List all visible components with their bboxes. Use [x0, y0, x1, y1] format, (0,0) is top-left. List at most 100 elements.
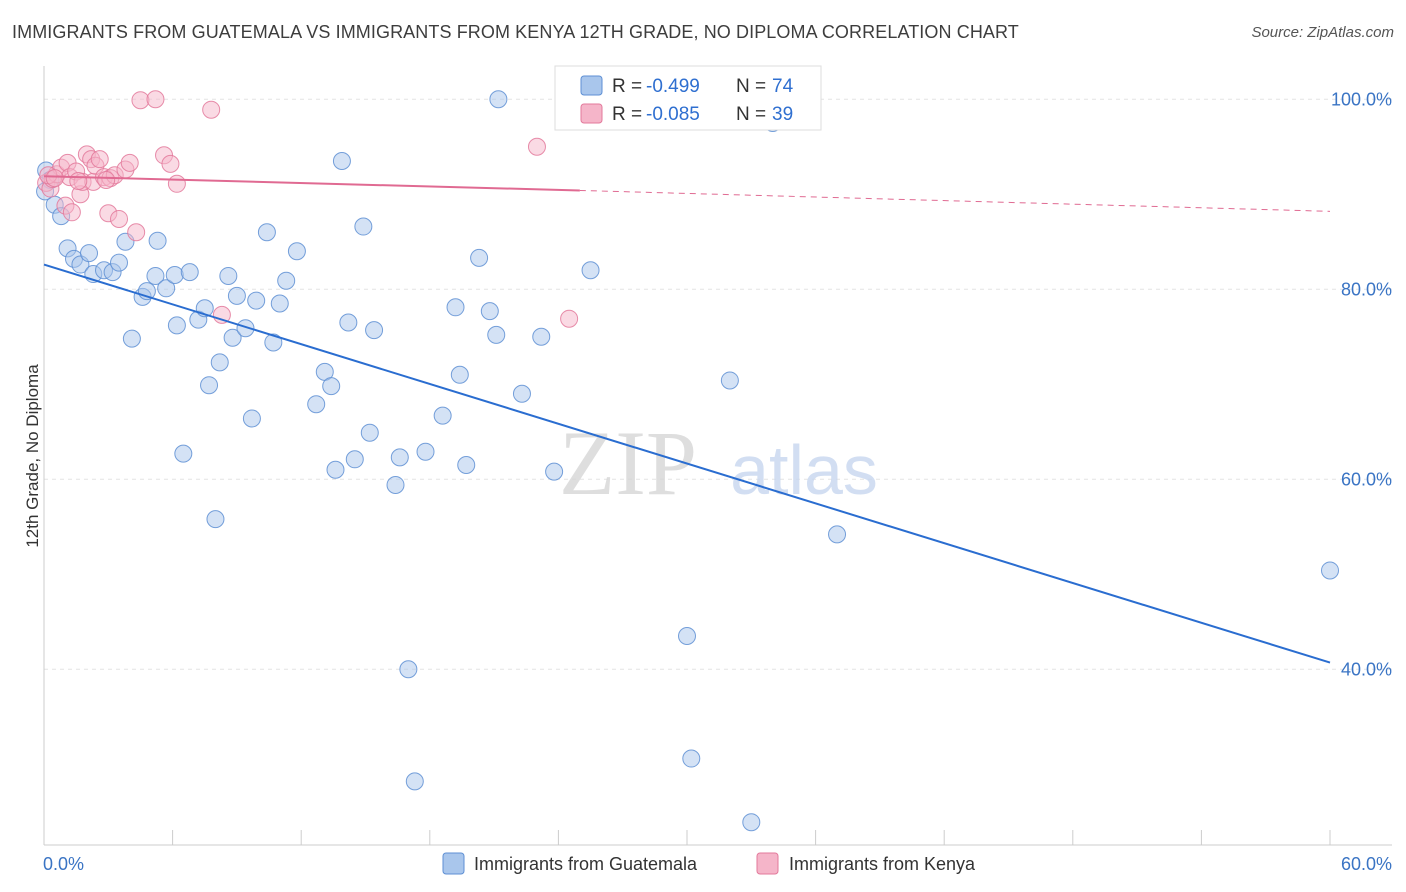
point-guatemala-56: [450, 365, 469, 384]
point-guatemala-27: [210, 353, 229, 372]
point-kenya-23: [120, 153, 139, 172]
point-guatemala-21: [174, 444, 193, 463]
point-guatemala-60: [487, 325, 506, 344]
point-guatemala-61: [489, 90, 508, 109]
legend-n-value-guatemala: 74: [772, 76, 794, 97]
point-kenya-36: [45, 169, 64, 188]
point-kenya-25: [131, 91, 150, 110]
point-guatemala-16: [146, 266, 165, 285]
point-guatemala-20: [167, 316, 186, 335]
point-guatemala-19: [165, 266, 184, 284]
point-guatemala-62: [512, 384, 531, 403]
point-guatemala-67: [682, 749, 701, 768]
point-guatemala-7: [80, 244, 99, 263]
point-guatemala-59: [480, 302, 499, 321]
point-guatemala-58: [470, 248, 489, 267]
legend-r-value-guatemala: -0.499: [646, 76, 700, 97]
point-guatemala-47: [360, 423, 379, 442]
point-kenya-38: [97, 171, 116, 189]
point-guatemala-37: [277, 271, 296, 290]
point-kenya-33: [560, 309, 579, 328]
point-kenya-37: [69, 171, 88, 190]
point-kenya-29: [167, 174, 186, 193]
x-tick-label-max: 60.0%: [1341, 854, 1392, 874]
point-guatemala-34: [257, 223, 276, 242]
legend-n-label-guatemala: N =: [736, 76, 766, 97]
legend-swatch-guatemala: [580, 75, 603, 96]
y-tick-labels: 40.0% 60.0% 80.0% 100.0%: [1331, 89, 1392, 679]
point-kenya-26: [146, 90, 165, 109]
point-guatemala-28: [219, 266, 238, 285]
point-guatemala-29: [223, 328, 242, 347]
point-guatemala-25: [200, 376, 219, 395]
axes: [43, 66, 1392, 846]
point-guatemala-33: [247, 291, 266, 310]
y-axis-label: 12th Grade, No Diploma: [23, 364, 42, 548]
point-guatemala-55: [446, 298, 465, 317]
point-guatemala-68: [720, 371, 739, 390]
point-guatemala-71: [828, 525, 847, 544]
correlation-legend: R = -0.499 N = 74 R = -0.085 N = 39: [554, 65, 822, 131]
point-guatemala-13: [122, 329, 141, 348]
point-guatemala-36: [270, 294, 289, 313]
point-kenya-32: [527, 137, 546, 156]
legend-r-label-kenya: R =: [612, 104, 642, 125]
point-guatemala-43: [332, 152, 351, 170]
point-kenya-30: [202, 100, 221, 119]
x-tick-labels: 0.0% 60.0%: [43, 854, 1392, 874]
y-tick-label-2: 80.0%: [1341, 279, 1392, 299]
point-guatemala-41: [322, 377, 341, 396]
point-guatemala-72: [1321, 561, 1339, 580]
series-legend: Immigrants from Guatemala Immigrants fro…: [442, 852, 976, 875]
point-guatemala-31: [236, 319, 255, 338]
point-guatemala-63: [532, 327, 551, 346]
y-tick-label-1: 60.0%: [1341, 469, 1392, 489]
legend-swatch-guatemala-bottom: [442, 852, 465, 875]
trend-lines: [43, 175, 1331, 664]
point-guatemala-18: [157, 279, 176, 298]
trend-line-kenya: [43, 175, 580, 192]
point-guatemala-66: [678, 627, 696, 645]
legend-swatch-kenya-bottom: [756, 852, 779, 875]
point-guatemala-51: [399, 660, 418, 679]
point-guatemala-11: [110, 253, 129, 272]
legend-r-label-guatemala: R =: [612, 76, 642, 97]
point-guatemala-57: [457, 456, 476, 474]
chart-title: IMMIGRANTS FROM GUATEMALA VS IMMIGRANTS …: [12, 22, 1019, 42]
point-guatemala-69: [742, 813, 761, 832]
watermark-atlas: atlas: [730, 431, 878, 509]
point-kenya-24: [127, 223, 146, 242]
point-kenya-16: [90, 150, 109, 169]
trend-line-guatemala: [43, 263, 1331, 664]
grid-lines: [44, 98, 1392, 670]
watermark-zip: ZIP: [559, 412, 697, 514]
point-guatemala-64: [545, 462, 564, 481]
point-guatemala-52: [405, 772, 424, 791]
point-kenya-8: [62, 203, 81, 222]
point-guatemala-54: [433, 406, 452, 425]
source-credit: Source: ZipAtlas.com: [1251, 24, 1394, 41]
data-points: [36, 90, 1339, 832]
legend-n-value-kenya: 39: [772, 104, 793, 125]
trend-line-kenya-extension: [579, 189, 1331, 212]
point-guatemala-44: [339, 313, 358, 332]
legend-label-guatemala: Immigrants from Guatemala: [474, 854, 698, 874]
point-guatemala-53: [416, 442, 435, 461]
point-guatemala-48: [365, 321, 384, 340]
point-guatemala-38: [287, 242, 306, 261]
point-guatemala-50: [390, 448, 409, 467]
legend-n-label-kenya: N =: [736, 104, 766, 125]
point-guatemala-35: [264, 333, 283, 352]
legend-swatch-kenya: [580, 103, 603, 124]
point-kenya-28: [161, 154, 180, 173]
point-guatemala-22: [180, 263, 199, 282]
point-guatemala-45: [345, 450, 364, 469]
point-guatemala-30: [227, 286, 246, 305]
point-kenya-21: [110, 209, 129, 228]
point-guatemala-32: [242, 409, 261, 428]
y-tick-label-0: 40.0%: [1341, 659, 1392, 679]
legend-label-kenya: Immigrants from Kenya: [789, 854, 976, 874]
point-guatemala-65: [581, 261, 600, 280]
point-guatemala-17: [148, 231, 167, 250]
